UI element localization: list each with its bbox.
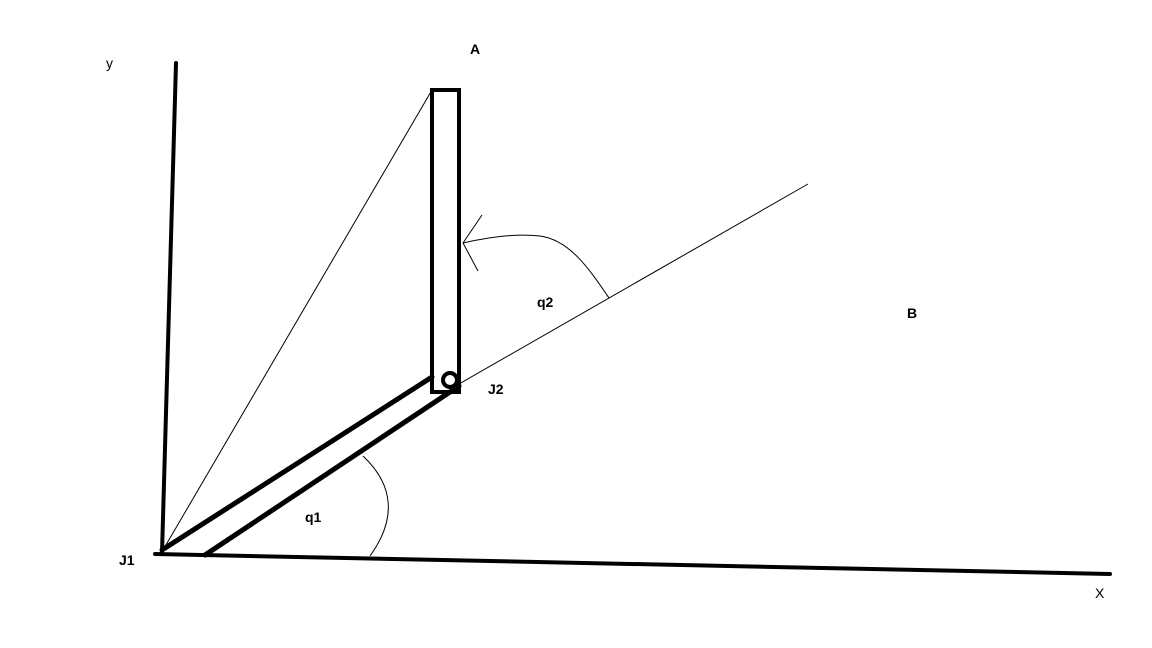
j2-extension-line — [451, 183, 809, 389]
y-axis-label: y — [106, 55, 113, 71]
x-axis-label: X — [1095, 585, 1105, 601]
angle-q1-label: q1 — [305, 509, 322, 525]
j1-to-a-line — [162, 89, 433, 551]
angle-q2-arrowhead-icon — [462, 214, 483, 272]
point-b-label: B — [907, 305, 917, 321]
angle-q2-label: q2 — [537, 294, 554, 310]
joint-1-label: J1 — [119, 552, 135, 568]
joint-2-circle — [441, 371, 459, 389]
y-axis-line — [160, 61, 178, 555]
angle-q2-arc — [462, 234, 610, 299]
angle-q1-arc — [362, 455, 389, 557]
point-a-label: A — [470, 41, 480, 57]
link-2 — [430, 88, 461, 394]
x-axis-line — [153, 552, 1112, 576]
link-1 — [159, 374, 462, 558]
joint-2-label: J2 — [488, 381, 504, 397]
